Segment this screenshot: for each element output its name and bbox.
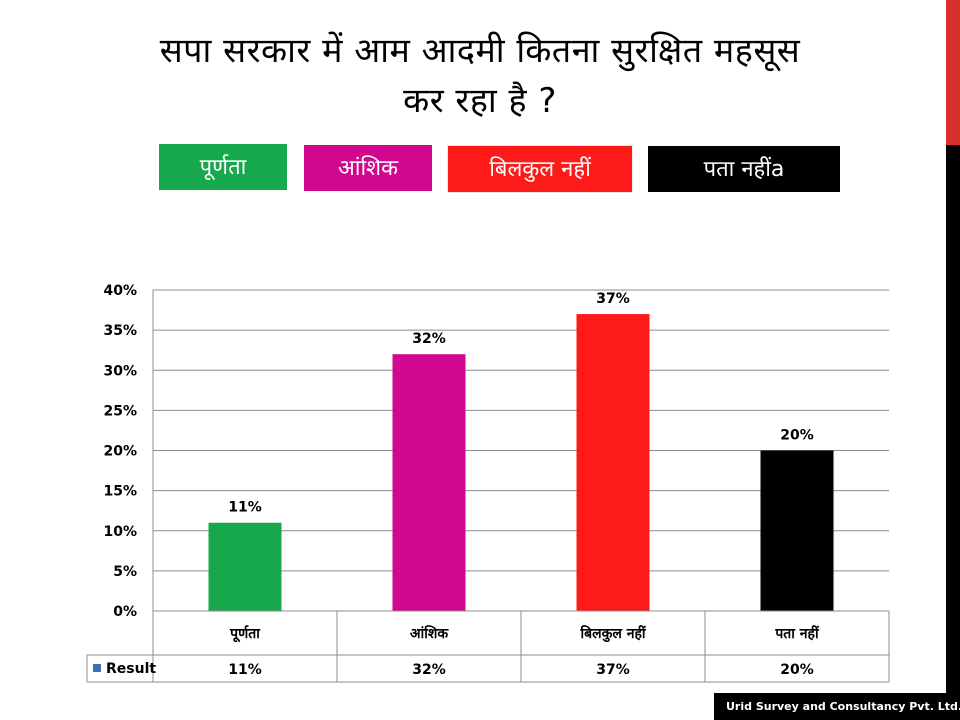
bar	[392, 354, 466, 611]
legend-box-anshik: आंशिक	[304, 145, 432, 191]
bar-data-labels: 11% 32% 37% 20%	[228, 291, 814, 516]
x-category-label: बिलकुल नहीं	[579, 625, 646, 643]
table-value: 20%	[780, 662, 814, 678]
title-line-1: सपा सरकार में आम आदमी कितना सुरक्षित महस…	[159, 31, 801, 71]
table-value: 32%	[412, 662, 446, 678]
y-tick-label: 0%	[113, 604, 137, 620]
y-tick-label: 5%	[113, 564, 137, 580]
y-tick-label: 30%	[103, 363, 137, 379]
footer-company: Urid Survey and Consultancy Pvt. Ltd.	[714, 693, 960, 720]
data-label: 37%	[596, 291, 630, 307]
bar	[208, 522, 282, 611]
legend-box-bilkul-nahin: बिलकुल नहीं	[448, 146, 632, 192]
data-table: पूर्णता 11% आंशिक 32% बिलकुल नहीं 37% पता नहीं…	[86, 610, 890, 683]
x-category-label: पता नहीं	[774, 625, 820, 642]
y-tick-label: 20%	[103, 444, 137, 460]
edge-accent-red	[946, 0, 960, 145]
y-axis-tick-labels: 0% 5% 10% 15% 20% 25% 30% 35% 40%	[103, 283, 137, 620]
y-tick-label: 35%	[103, 323, 137, 339]
data-label: 11%	[228, 500, 262, 516]
table-value: 37%	[596, 662, 630, 678]
y-tick-label: 25%	[103, 403, 137, 419]
bar	[760, 450, 834, 611]
data-label: 20%	[780, 428, 814, 444]
x-category-label: आंशिक	[410, 625, 449, 642]
table-value: 11%	[228, 662, 262, 678]
y-tick-label: 15%	[103, 484, 137, 500]
series-key-swatch	[93, 664, 101, 672]
bar	[576, 314, 650, 611]
series-name-label: Result	[106, 661, 156, 677]
x-category-label: पूर्णता	[229, 625, 261, 643]
legend-box-purnata: पूर्णता	[159, 144, 287, 190]
slide-title: सपा सरकार में आम आदमी कितना सुरक्षित महस…	[40, 26, 920, 126]
legend-box-pata-nahin: पता नहींa	[648, 146, 840, 192]
y-tick-label: 40%	[103, 283, 137, 299]
title-line-2: कर रहा है ?	[403, 81, 557, 121]
edge-accent-black	[946, 145, 960, 720]
chart-bars	[208, 314, 834, 611]
data-label: 32%	[412, 331, 446, 347]
y-tick-label: 10%	[103, 524, 137, 540]
